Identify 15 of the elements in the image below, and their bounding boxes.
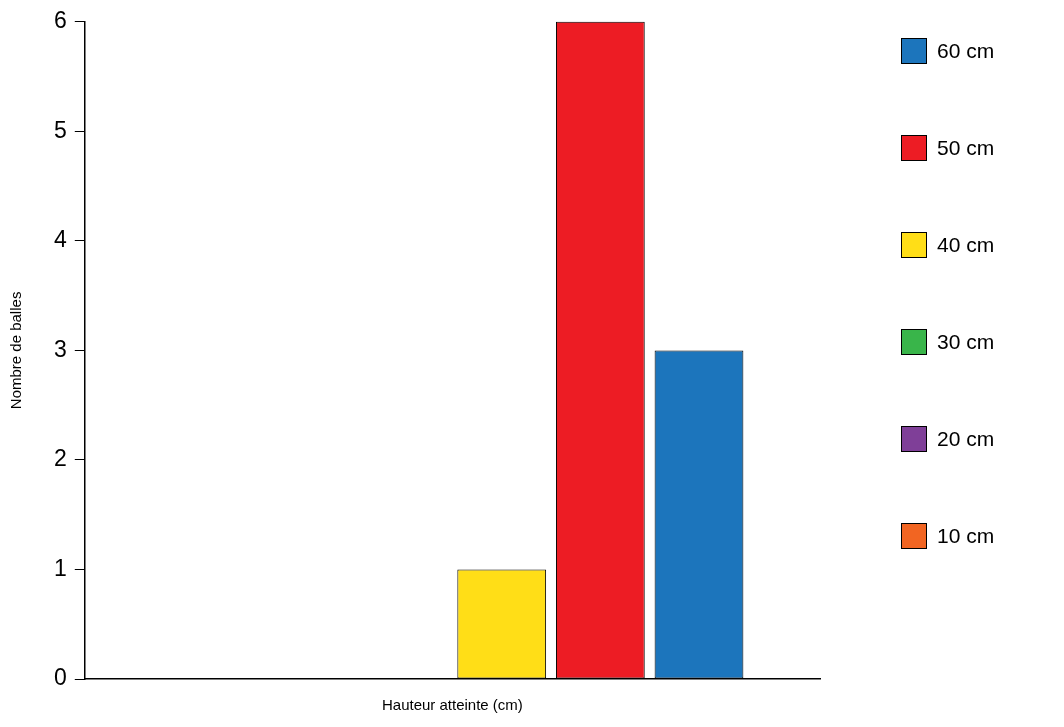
y-tick-label: 3 [53, 335, 67, 362]
legend-label: 20 cm [937, 427, 995, 451]
y-axis-title: Nombre de balles [7, 291, 25, 410]
y-tick-label: 6 [53, 7, 67, 34]
y-tick-label: 4 [53, 226, 67, 253]
y-tick-label: 1 [53, 554, 67, 581]
y-tick-label: 2 [53, 445, 67, 472]
legend-label: 50 cm [937, 136, 995, 160]
legend-label: 30 cm [937, 330, 995, 354]
legend-label: 40 cm [937, 233, 995, 257]
legend-label: 60 cm [937, 39, 995, 63]
legend-label: 10 cm [937, 524, 995, 548]
y-tick-label: 5 [53, 116, 67, 143]
x-axis-title: Hauteur atteinte (cm) [381, 696, 523, 714]
y-tick-label: 0 [53, 664, 67, 691]
